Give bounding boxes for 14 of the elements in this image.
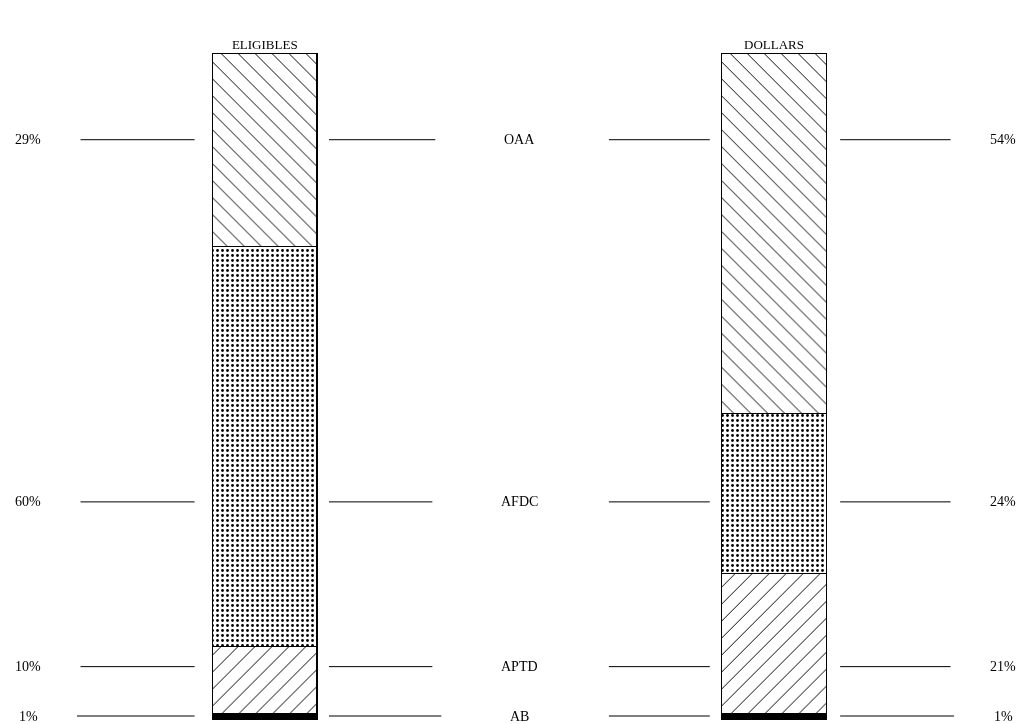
data-label: 1% [19,709,38,724]
data-label: 21% [990,659,1016,674]
data-label: 60% [15,494,41,509]
text: AB [510,709,530,724]
data-label: 1% [994,709,1013,724]
x-tick-label: ELIGIBLES [231,37,298,53]
data-label: 54% [990,132,1016,147]
x-tick-label: DOLLARS [743,37,804,53]
text: APTD [501,659,538,674]
text: AFDC [501,494,539,509]
data-label: 24% [990,494,1016,509]
text: OAA [504,132,536,147]
data-label: 10% [15,659,41,674]
data-label: 29% [15,132,41,147]
